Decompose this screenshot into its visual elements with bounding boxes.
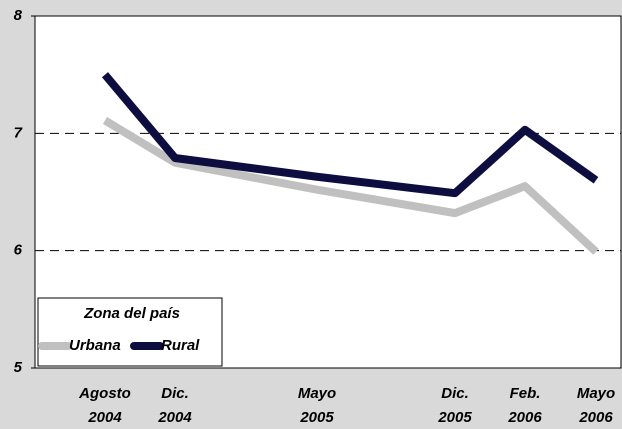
- x-tick-label: Dic. 2005: [437, 385, 472, 426]
- y-tick-label: 8: [14, 7, 23, 24]
- y-tick-label: 7: [14, 124, 23, 141]
- y-tick-label: 6: [14, 242, 23, 259]
- series-line: [101, 72, 599, 198]
- legend-box: [37, 297, 223, 367]
- legend-label: Rural: [161, 337, 200, 354]
- legend-title: Zona del país: [83, 305, 180, 322]
- x-tick-label: Agosto 2004: [78, 385, 131, 426]
- x-tick-label: Mayo 2005: [298, 385, 336, 426]
- legend-label: Urbana: [69, 337, 121, 354]
- y-tick-label: 5: [14, 359, 23, 376]
- x-tick-label: Feb. 2006: [507, 385, 542, 426]
- x-tick-label: Mayo 2006: [577, 385, 615, 426]
- x-tick-label: Dic. 2004: [157, 385, 192, 426]
- legend: Zona del país Urbana Rural: [37, 297, 223, 367]
- series-line: [102, 117, 599, 255]
